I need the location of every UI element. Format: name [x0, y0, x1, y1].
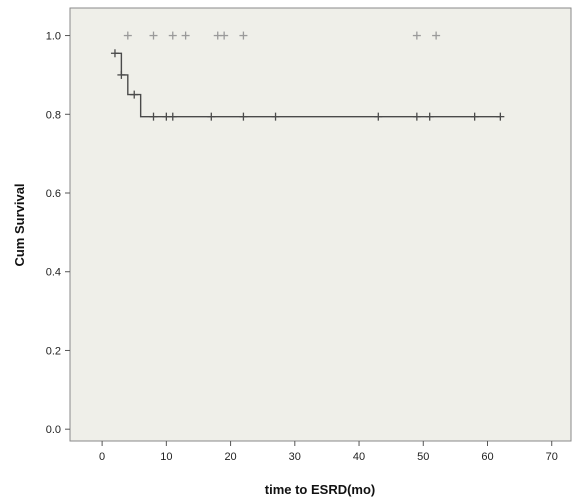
x-tick-label: 70 [546, 451, 558, 463]
series-layer [110, 31, 505, 121]
x-tick-label: 30 [289, 451, 301, 463]
x-tick-label: 50 [417, 451, 429, 463]
censor-mark [168, 31, 177, 40]
x-tick-label: 10 [160, 451, 172, 463]
censor-mark [470, 112, 479, 121]
censor-mark [271, 112, 280, 121]
censor-mark [412, 112, 421, 121]
y-tick-label: 0.0 [46, 424, 61, 436]
x-tick-label: 40 [353, 451, 365, 463]
plot-area [69, 7, 572, 442]
censor-mark [123, 31, 132, 40]
censor-mark [496, 112, 505, 121]
y-tick-label: 0.2 [46, 345, 61, 357]
y-axis-title: Cum Survival [12, 183, 27, 266]
censor-mark [149, 31, 158, 40]
censor-mark [239, 112, 248, 121]
censor-mark [181, 31, 190, 40]
x-tick-label: 0 [99, 451, 105, 463]
x-tick-label: 20 [224, 451, 236, 463]
y-tick-label: 0.4 [46, 267, 61, 279]
y-tick-label: 0.8 [46, 109, 61, 121]
censor-mark [168, 112, 177, 121]
censor-mark [239, 31, 248, 40]
x-axis: 0 10 20 30 40 50 60 70 [99, 441, 558, 463]
y-axis: 0.0 0.2 0.4 0.6 0.8 1.0 [46, 31, 70, 436]
censor-mark [220, 31, 229, 40]
survival-step-line-2 [114, 52, 501, 118]
x-tick-label: 60 [481, 451, 493, 463]
y-tick-label: 0.6 [46, 188, 61, 200]
censor-mark [412, 31, 421, 40]
censor-mark [117, 70, 126, 79]
censor-mark [130, 90, 139, 99]
censor-mark [149, 112, 158, 121]
y-tick-label: 1.0 [46, 31, 61, 43]
censor-mark [432, 31, 441, 40]
x-axis-title: time to ESRD(mo) [265, 482, 376, 497]
censor-mark [110, 49, 119, 58]
censor-mark [425, 112, 434, 121]
censor-mark [374, 112, 383, 121]
censor-mark [207, 112, 216, 121]
